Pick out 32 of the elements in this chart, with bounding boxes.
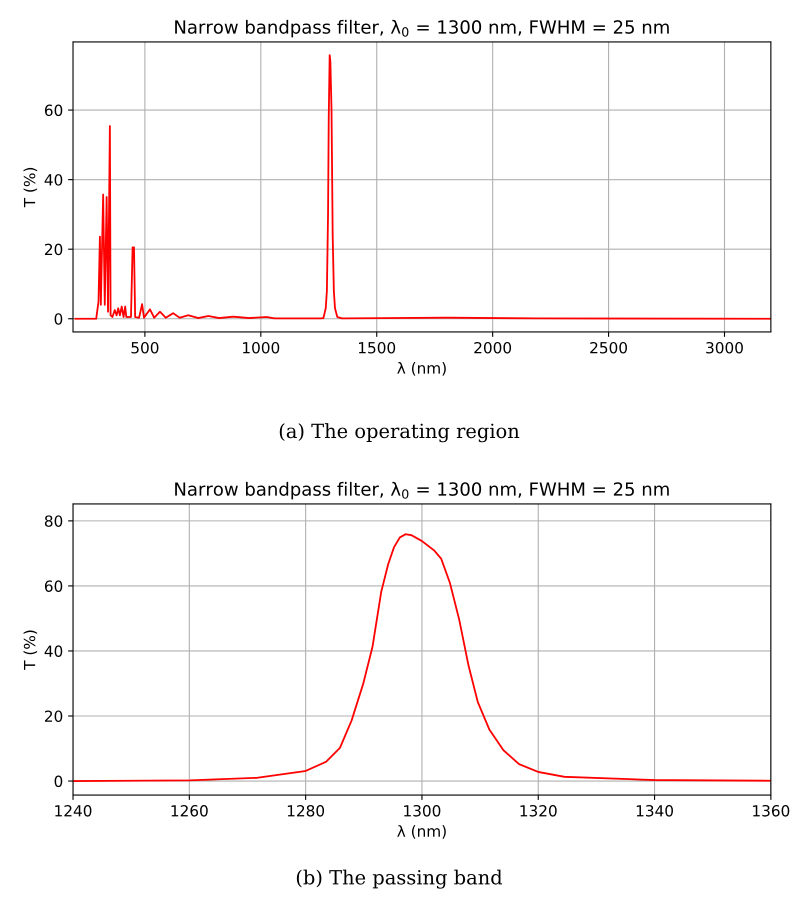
y-tick-label: 60 [44, 104, 62, 116]
y-tick-label: 20 [44, 244, 62, 256]
x-tick-label: 1000 [243, 342, 280, 354]
y-tick-label: 0 [54, 776, 62, 788]
x-tick-label: 1300 [404, 805, 440, 817]
y-tick-label: 60 [44, 580, 62, 592]
x-axis-title: λ (nm) [397, 362, 446, 376]
x-tick-label: 500 [131, 342, 158, 354]
chart-title: Narrow bandpass filter, λ$_{0}$ = 1300 nm, FWHM = 25 nm [175, 482, 669, 500]
x-tick-label: 1260 [172, 805, 208, 817]
y-tick-label: 80 [44, 515, 62, 527]
text: (b) The passing band [296, 870, 502, 889]
x-tick-label: 2500 [590, 342, 628, 354]
x-tick-label: 1360 [753, 805, 790, 817]
y-tick-label: 40 [44, 174, 62, 186]
chart-title: Narrow bandpass filter, λ$_{0}$ = 1300 nm, FWHM = 25 nm [175, 20, 669, 38]
y-axis-title: T (%) [24, 168, 38, 208]
line-series [74, 54, 771, 320]
x-tick-label: 1320 [520, 805, 557, 817]
x-tick-label: 1280 [288, 805, 324, 817]
y-axis-title: T (%) [24, 630, 38, 670]
y-tick-label: 40 [44, 645, 62, 657]
x-tick-label: 1500 [358, 342, 396, 354]
x-tick-label: 2000 [474, 342, 512, 354]
text: (a) The operating region [280, 423, 520, 442]
y-tick-label: 20 [44, 710, 62, 722]
x-tick-label: 1340 [636, 805, 673, 817]
x-tick-label: 3000 [706, 342, 743, 354]
y-tick-label: 0 [54, 313, 62, 325]
line-series [73, 533, 771, 782]
x-axis-title: λ (nm) [397, 825, 446, 839]
x-tick-label: 1240 [55, 805, 92, 817]
